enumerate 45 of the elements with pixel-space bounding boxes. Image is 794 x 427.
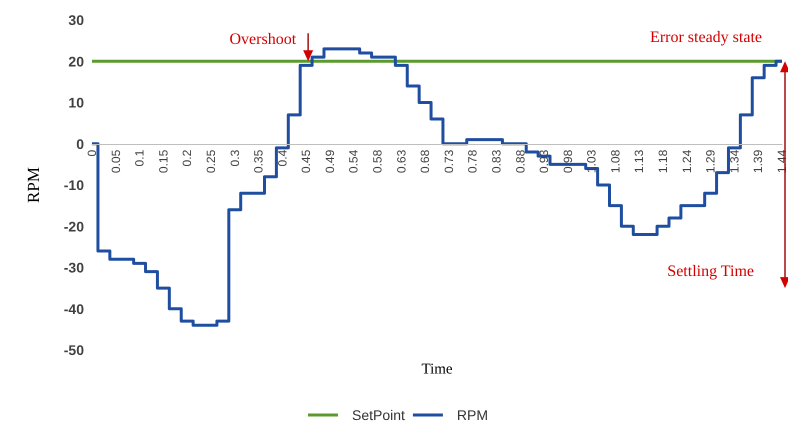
x-tick-label: 1.29 [704, 149, 718, 174]
x-tick-label: 0.3 [228, 149, 242, 166]
x-tick-label: 0.73 [442, 149, 456, 174]
legend-label: RPM [456, 407, 488, 423]
x-tick-label: 0.93 [537, 149, 552, 174]
y-tick-label: -50 [64, 342, 84, 358]
x-tick-label: 0.1 [132, 149, 147, 166]
x-tick-label: 0.2 [180, 149, 194, 166]
x-tick-label: 1.13 [632, 149, 646, 174]
x-tick-label: 0.68 [418, 149, 432, 174]
x-tick-label: 0.35 [252, 149, 266, 174]
x-axis-title: Time [421, 362, 453, 378]
x-tick-label: 0.49 [322, 149, 337, 174]
x-tick-label: 1.03 [584, 149, 599, 174]
y-tick-label: 0 [76, 136, 84, 152]
x-tick-label: 0.83 [489, 149, 504, 174]
y-tick-label: -40 [64, 300, 84, 317]
y-tick-label: -20 [64, 218, 84, 234]
x-tick-label: 0.05 [108, 149, 123, 174]
y-tick-label: -30 [64, 260, 84, 276]
x-tick-label: 1.08 [608, 149, 622, 174]
x-tick-label: 0.45 [299, 149, 314, 174]
annotation: Error steady state [650, 28, 762, 46]
x-tick-label: 0.98 [560, 149, 575, 174]
annotation: Settling Time [667, 263, 754, 280]
y-tick-label: -10 [64, 177, 84, 193]
x-tick-label: 0 [85, 149, 99, 156]
x-tick-label: 0.63 [394, 149, 408, 174]
x-tick-label: 0.15 [156, 149, 170, 174]
y-tick-label: 20 [68, 53, 84, 70]
y-axis-title: RPM [24, 167, 43, 203]
x-tick-label: 0.25 [204, 149, 218, 174]
x-tick-label: 1.39 [751, 149, 766, 174]
y-tick-label: 10 [68, 94, 84, 110]
legend-label: SetPoint [352, 407, 406, 423]
x-tick-label: 1.24 [680, 149, 694, 174]
x-tick-label: 0.4 [275, 149, 290, 166]
x-tick-label: 0.58 [370, 149, 385, 174]
annotation: Overshoot [229, 30, 297, 48]
x-tick-label: 1.18 [656, 149, 670, 174]
x-tick-label: 0.88 [513, 149, 528, 174]
x-tick-label: 0.54 [346, 149, 361, 174]
x-tick-label: 1.34 [727, 149, 742, 174]
y-tick-label: 30 [68, 12, 84, 28]
x-tick-label: 0.78 [466, 149, 480, 174]
